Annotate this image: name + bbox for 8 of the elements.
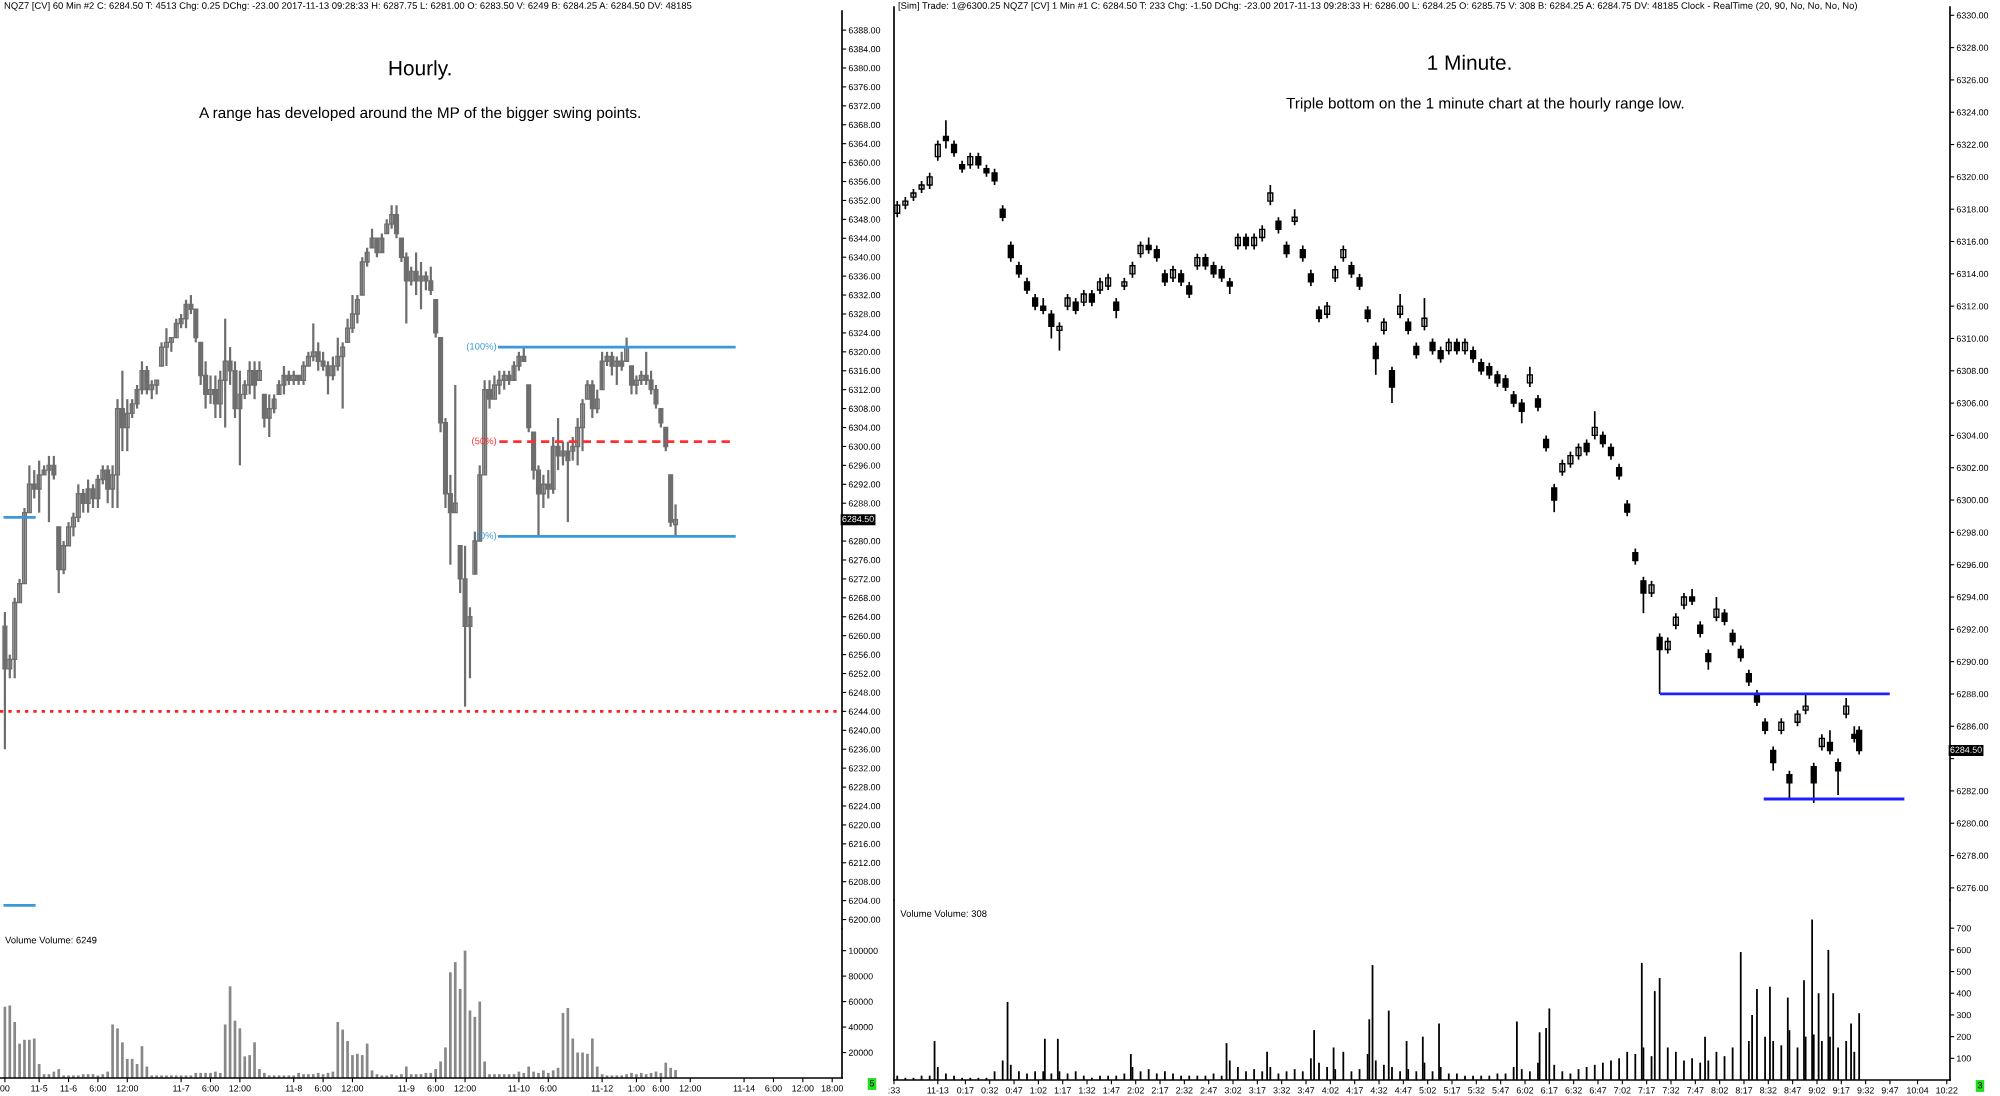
candlestick	[1786, 769, 1793, 800]
candlestick	[1713, 596, 1720, 623]
candlestick	[1802, 693, 1809, 716]
candlestick	[1640, 575, 1647, 615]
candlestick	[1421, 297, 1428, 332]
candlestick	[1056, 321, 1063, 352]
text: 1 Minute.	[1428, 54, 1511, 70]
text: Hourly.	[389, 60, 451, 80]
